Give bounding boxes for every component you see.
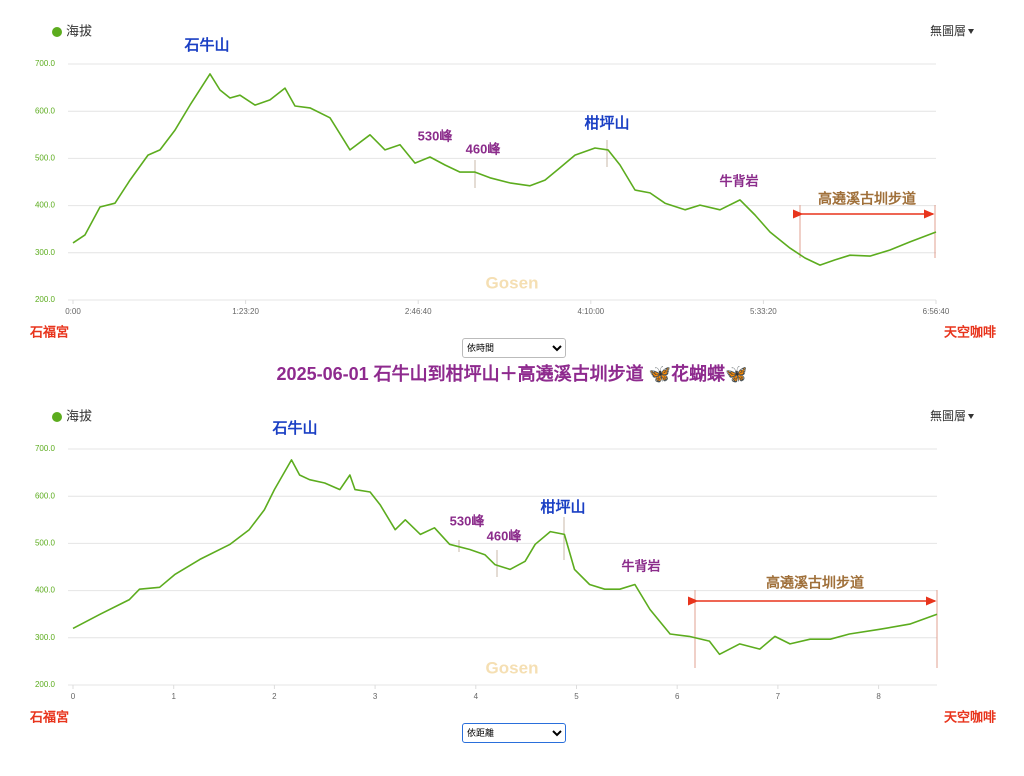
y-tick-label: 600.0 [35,106,56,115]
y-tick-label: 600.0 [35,491,56,500]
y-tick-label: 700.0 [35,59,56,68]
layer-menu[interactable]: 無圖層 [930,408,966,423]
watermark: Gosen [486,658,539,677]
y-tick-label: 500.0 [35,154,56,163]
start-label: 石福宮 [29,709,69,724]
annotation: 牛背岩 [719,173,758,188]
legend-label: 海拔 [66,408,92,423]
x-tick-label: 0 [71,692,76,701]
x-mode-select[interactable]: 依距離 [462,723,566,743]
x-tick-label: 2:46:40 [405,307,432,316]
y-tick-label: 300.0 [35,248,56,257]
legend-marker [52,412,62,422]
legend-label: 海拔 [66,23,92,38]
start-label: 石福宮 [29,324,69,339]
end-label: 天空咖啡 [944,324,996,339]
annotation: 牛背岩 [621,558,660,573]
annotation: 柑坪山 [584,114,629,132]
x-tick-label: 8 [876,692,881,701]
x-tick-label: 1:23:20 [232,307,259,316]
x-tick-label: 5 [574,692,579,701]
annotation: 530峰 [450,513,486,528]
end-label: 天空咖啡 [944,709,996,724]
x-mode-select[interactable]: 依時間 [462,338,566,358]
y-tick-label: 300.0 [35,633,56,642]
annotation: 高遶溪古圳步道 [818,191,916,207]
layer-menu-caret [968,414,974,419]
x-tick-label: 6:56:40 [923,307,950,316]
x-tick-label: 1 [171,692,176,701]
y-tick-label: 200.0 [35,680,56,689]
legend-marker [52,27,62,37]
elevation-line [72,73,937,266]
x-tick-label: 4 [474,692,479,701]
annotation: 石牛山 [271,419,317,437]
x-tick-label: 3 [373,692,378,701]
layer-menu-caret [968,29,974,34]
watermark: Gosen [486,273,539,292]
annotation: 530峰 [418,128,454,143]
y-tick-label: 500.0 [35,539,56,548]
y-tick-label: 400.0 [35,586,56,595]
annotation: 460峰 [466,141,502,156]
x-tick-label: 5:33:20 [750,307,777,316]
x-tick-label: 0:00 [65,307,81,316]
elevation-line [72,459,938,656]
annotation: 柑坪山 [540,498,585,516]
x-tick-label: 7 [776,692,781,701]
x-tick-label: 4:10:00 [577,307,604,316]
annotation: 石牛山 [183,36,229,54]
y-tick-label: 400.0 [35,201,56,210]
layer-menu[interactable]: 無圖層 [930,23,966,38]
y-tick-label: 200.0 [35,295,56,304]
annotation: 460峰 [487,528,523,543]
y-tick-label: 700.0 [35,444,56,453]
page-title: 2025-06-01 石牛山到柑坪山＋高遶溪古圳步道 🦋花蝴蝶🦋 [277,363,748,384]
x-tick-label: 2 [272,692,277,701]
annotation: 高遶溪古圳步道 [766,575,864,591]
x-tick-label: 6 [675,692,680,701]
